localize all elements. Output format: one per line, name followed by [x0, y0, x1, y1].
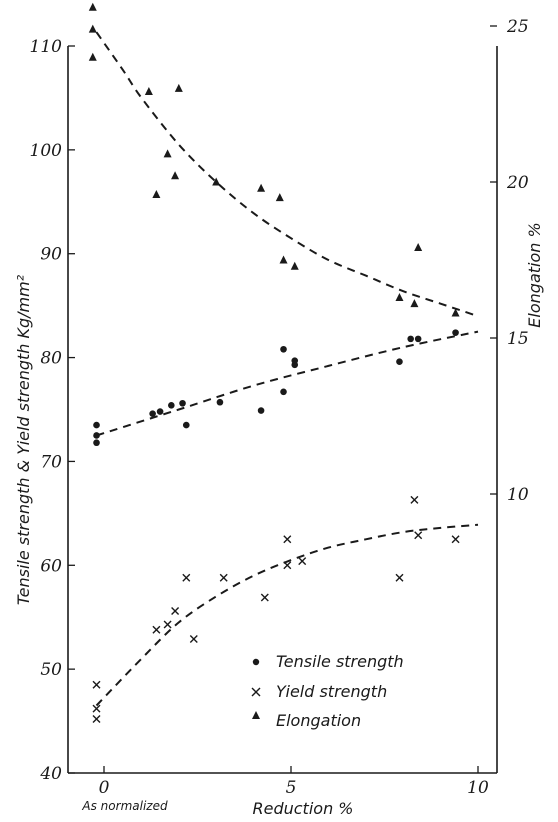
tensile-strength-point — [414, 335, 422, 343]
left-y-tick-label: 110 — [30, 37, 63, 57]
right-y-tick-label: 20 — [506, 173, 529, 193]
tensile-strength-point — [407, 335, 414, 343]
y-axis-left-title: Tensile strength & Yield strength Kg/mm² — [14, 274, 33, 605]
yield-strength-point — [171, 607, 180, 615]
yield-strength-point — [260, 593, 269, 602]
tensile-strength-point — [179, 399, 186, 407]
right-y-tick-label: 25 — [506, 17, 529, 37]
yield-strength-point — [414, 531, 423, 540]
elongation-point — [88, 52, 97, 61]
left-y-tick-label: 40 — [39, 764, 62, 784]
elongation-point — [88, 2, 97, 11]
elongation-point — [414, 243, 423, 252]
x-axis-sublabel: As normalized — [81, 799, 168, 813]
left-y-ticks: 40 50 60 70 80 90 100 110 — [30, 37, 75, 784]
right-y-tick-label: 15 — [507, 329, 529, 349]
yield-strength-point — [219, 573, 228, 582]
x-tick-label: 0 — [99, 778, 110, 798]
legend-marker-tensile — [252, 658, 260, 666]
elongation-point — [88, 24, 97, 33]
yield-strength-point — [451, 535, 460, 544]
elongation-point — [279, 255, 288, 264]
x-axis-title: Reduction % — [253, 799, 354, 818]
tensile-strength-point — [216, 398, 224, 406]
yield-strength-point — [283, 561, 292, 570]
legend-marker-elongation — [252, 711, 260, 719]
yield-strength-point — [410, 495, 419, 504]
elongation-point — [144, 87, 153, 96]
elongation-point — [171, 171, 180, 180]
legend: Tensile strength Yield strength Elongati… — [251, 652, 404, 730]
tensile-strength-point — [280, 345, 287, 353]
yield-strength-point — [163, 620, 172, 629]
elongation-point — [174, 83, 183, 92]
right-y-tick-label: 10 — [507, 485, 529, 505]
legend-marker-yield — [251, 687, 261, 697]
yield-strength-point — [92, 680, 101, 689]
tensile-strength-point — [149, 410, 156, 417]
tensile-strength-point — [396, 358, 403, 366]
yield-strength-point — [395, 573, 404, 582]
legend-label-yield: Yield strength — [276, 682, 387, 701]
elongation-point — [212, 177, 221, 186]
tensile-strength-point — [93, 421, 100, 429]
tensile-strength-point — [93, 432, 100, 439]
left-y-tick-label: 60 — [40, 556, 62, 576]
x-ticks: 0 5 10 — [99, 766, 489, 798]
x-tick-label: 10 — [467, 778, 489, 798]
elongation-point — [275, 193, 284, 202]
y-axis-right-title: Elongation % — [525, 222, 544, 327]
elongation-fit-curve — [95, 31, 479, 318]
left-y-tick-label: 90 — [40, 245, 62, 265]
tensile-strength-point — [257, 407, 265, 414]
elongation-point — [451, 308, 460, 317]
legend-label-tensile: Tensile strength — [276, 652, 404, 671]
legend-label-elongation: Elongation — [276, 711, 361, 730]
tensile-strength-point — [168, 402, 175, 409]
elongation-point — [410, 299, 419, 308]
yield-strength-point — [298, 557, 307, 566]
tensile-strength-point — [182, 421, 190, 429]
tensile-strength-point — [291, 361, 299, 369]
left-y-tick-label: 100 — [30, 141, 63, 161]
elongation-point — [163, 149, 172, 158]
yield-strength-point — [92, 704, 101, 713]
elongation-point — [152, 189, 161, 198]
x-tick-label: 5 — [286, 778, 297, 798]
yield-strength-point — [152, 625, 161, 634]
left-y-tick-label: 50 — [40, 660, 62, 680]
tensile-strength-point — [93, 439, 100, 447]
fit-curves — [95, 31, 479, 707]
elongation-point — [257, 183, 266, 192]
tensile-strength-point — [156, 408, 164, 415]
tensile-strength-fit-curve — [96, 330, 479, 437]
elongation-point — [395, 292, 404, 301]
tensile-strength-point — [452, 329, 459, 336]
yield-strength-point — [283, 535, 292, 544]
left-y-tick-label: 80 — [40, 349, 62, 369]
yield-strength-point — [92, 715, 101, 723]
left-y-tick-label: 70 — [40, 452, 62, 472]
data-points — [88, 2, 460, 723]
yield-strength-point — [189, 635, 198, 643]
elongation-point — [290, 261, 299, 270]
right-y-ticks: 10 15 20 25 — [490, 17, 529, 505]
tensile-strength-point — [280, 388, 287, 396]
yield-strength-fit-curve — [95, 523, 479, 707]
yield-strength-point — [182, 573, 191, 582]
